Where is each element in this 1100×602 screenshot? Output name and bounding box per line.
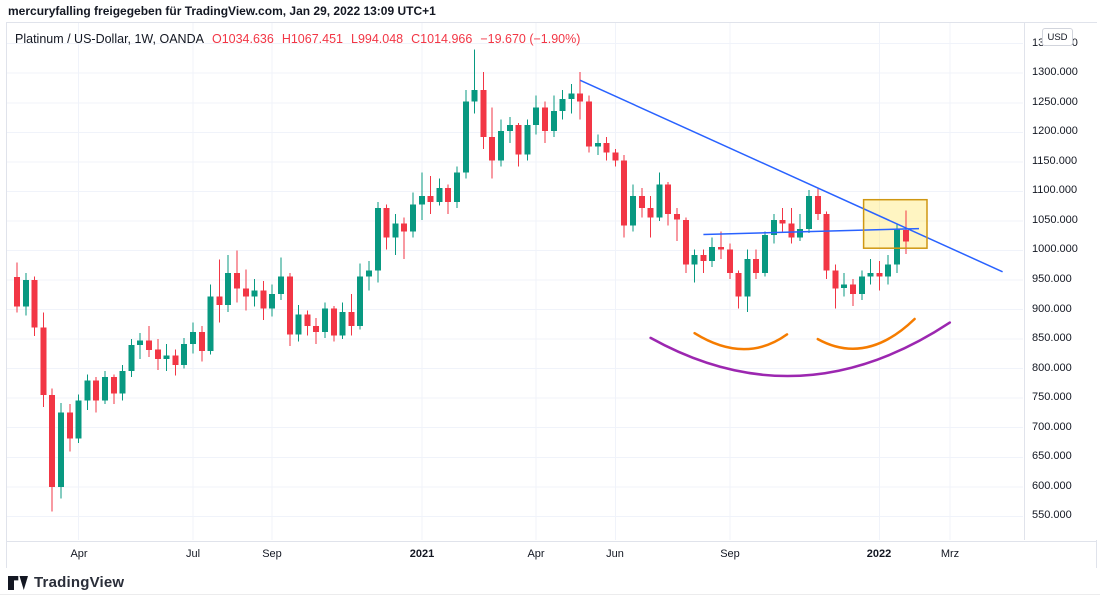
ohlc-high: H1067.451 bbox=[282, 32, 343, 46]
change-value: −19.670 (−1.90%) bbox=[480, 32, 581, 46]
time-label: Jul bbox=[185, 548, 201, 560]
price-label: 1200.000 bbox=[1032, 125, 1078, 137]
price-label: 1250.000 bbox=[1032, 96, 1078, 108]
ohlc-value: 1067.451 bbox=[290, 32, 343, 46]
chart-frame: Platinum / US-Dollar, 1W, OANDA O1034.63… bbox=[6, 22, 1097, 568]
price-label: 1150.000 bbox=[1032, 155, 1078, 167]
price-label: 700.000 bbox=[1032, 421, 1072, 433]
price-label: 800.000 bbox=[1032, 362, 1072, 374]
tradingview-logo-text: TradingView bbox=[34, 574, 125, 591]
price-label: 1000.000 bbox=[1032, 243, 1078, 255]
ohlc-value: 1014.966 bbox=[420, 32, 473, 46]
time-label: Jun bbox=[606, 548, 624, 560]
price-label: 650.000 bbox=[1032, 450, 1072, 462]
price-label: 1100.000 bbox=[1032, 184, 1078, 196]
ohlc-label: C bbox=[411, 32, 421, 46]
chart-legend: Platinum / US-Dollar, 1W, OANDA O1034.63… bbox=[15, 32, 580, 46]
ohlc-close: C1014.966 bbox=[411, 32, 472, 46]
price-label: 850.000 bbox=[1032, 332, 1072, 344]
ohlc-value: 994.048 bbox=[357, 32, 404, 46]
drawing-trendline[interactable] bbox=[579, 79, 1003, 273]
symbol-title[interactable]: Platinum / US-Dollar, 1W, OANDA bbox=[15, 32, 204, 46]
time-label: Sep bbox=[720, 548, 740, 560]
candles-group bbox=[14, 49, 909, 512]
time-label: 2022 bbox=[866, 548, 892, 560]
tradingview-logo-icon bbox=[8, 575, 28, 590]
footer-bar: TradingView bbox=[0, 568, 1100, 602]
tradingview-logo[interactable]: TradingView bbox=[8, 574, 124, 591]
footer-divider bbox=[0, 594, 1100, 595]
time-label: 2021 bbox=[409, 548, 435, 560]
price-scale[interactable]: USD 1350.0001300.0001250.0001200.0001150… bbox=[1024, 23, 1097, 540]
price-label: 550.000 bbox=[1032, 509, 1072, 521]
share-attribution: mercuryfalling freigegeben für TradingVi… bbox=[8, 4, 436, 18]
time-label: Apr bbox=[70, 548, 88, 560]
candlestick-chart[interactable] bbox=[7, 23, 1023, 540]
price-label: 750.000 bbox=[1032, 391, 1072, 403]
ohlc-label: L bbox=[351, 32, 358, 46]
currency-unit-button[interactable]: USD bbox=[1042, 28, 1073, 46]
purple-arc[interactable] bbox=[649, 321, 952, 378]
drawing-highlight-box-border[interactable] bbox=[862, 198, 928, 249]
time-label: Sep bbox=[262, 548, 282, 560]
ohlc-label: H bbox=[281, 32, 291, 46]
orange-arc-left[interactable] bbox=[693, 331, 789, 351]
price-label: 1300.000 bbox=[1032, 66, 1078, 78]
price-label: 1050.000 bbox=[1032, 214, 1078, 226]
time-axis[interactable]: Apr Jul Sep 2021 Apr Jun Sep 2022 Mrz bbox=[7, 541, 1096, 568]
plot-area[interactable]: Platinum / US-Dollar, 1W, OANDA O1034.63… bbox=[7, 23, 1023, 540]
time-label: Apr bbox=[527, 548, 545, 560]
time-label: Mrz bbox=[940, 548, 960, 560]
price-label: 900.000 bbox=[1032, 303, 1072, 315]
ohlc-value: 1034.636 bbox=[221, 32, 274, 46]
drawing-resistance-line[interactable] bbox=[703, 227, 920, 236]
orange-arc-right[interactable] bbox=[816, 317, 916, 351]
ohlc-label: O bbox=[211, 32, 222, 46]
ohlc-low: L994.048 bbox=[351, 32, 403, 46]
price-label: 600.000 bbox=[1032, 480, 1072, 492]
ohlc-open: O1034.636 bbox=[212, 32, 274, 46]
price-label: 950.000 bbox=[1032, 273, 1072, 285]
